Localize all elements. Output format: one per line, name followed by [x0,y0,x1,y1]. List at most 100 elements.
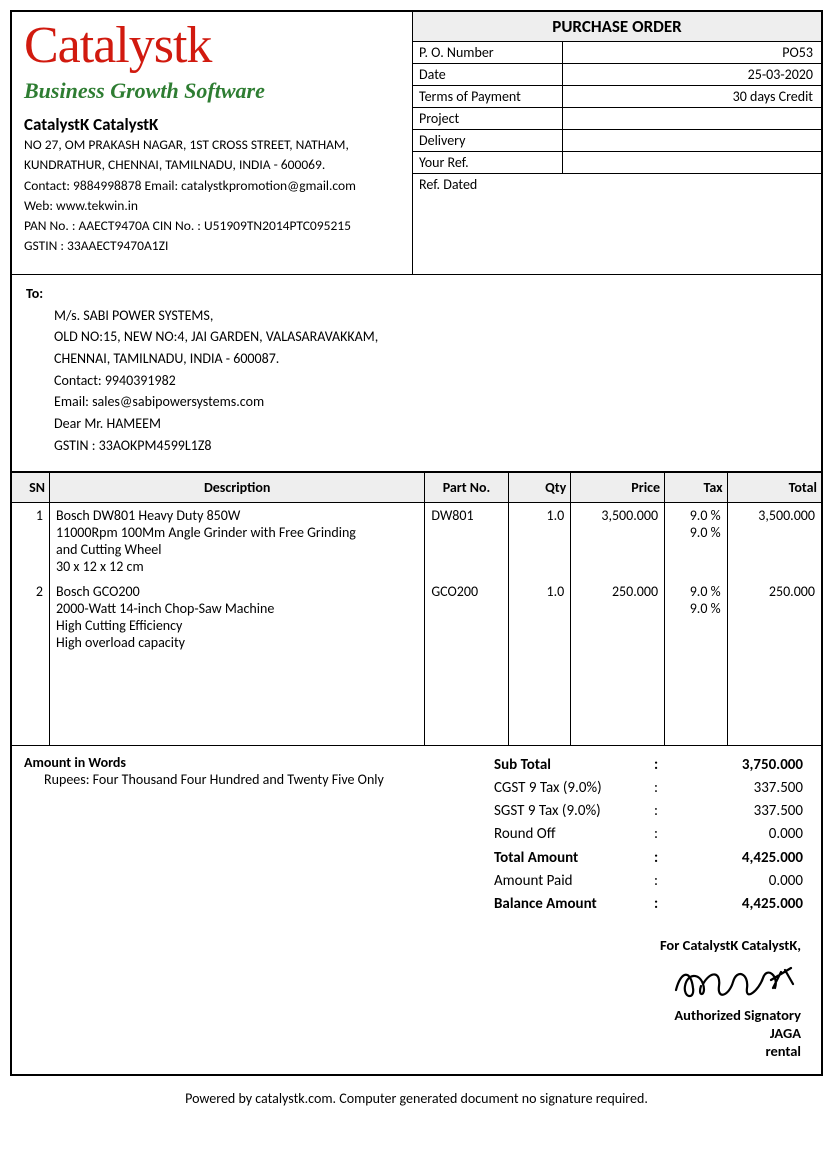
to-line: M/s. SABI POWER SYSTEMS, [54,305,807,327]
th-price: Price [571,472,665,502]
po-refdated: Ref. Dated [413,174,821,274]
th-qty: Qty [508,472,571,502]
company-address: NO 27, OM PRAKASH NAGAR, 1ST CROSS STREE… [24,135,400,257]
cell-price: 3,500.000 [571,502,665,579]
po-delivery-value [563,130,821,151]
sgst-label: SGST 9 Tax (9.0%) [494,800,654,823]
po-number-row: P. O. Number PO53 [413,42,821,64]
to-line: Dear Mr. HAMEEM [54,413,807,435]
to-section: To: M/s. SABI POWER SYSTEMS, OLD NO:15, … [12,275,821,471]
po-delivery-row: Delivery [413,130,821,152]
sign-for: For CatalystK CatalystK, [12,936,801,954]
footer-text: Powered by catalystk.com. Computer gener… [0,1086,833,1117]
cell-total: 250.000 [727,579,821,655]
logo-tagline: Business Growth Software [24,78,400,104]
sgst-row: SGST 9 Tax (9.0%) : 337.500 [494,800,809,823]
signature-section: For CatalystK CatalystK, Authorized Sign… [12,926,821,1074]
cell-sn: 1 [12,502,50,579]
amount-words-value: Rupees: Four Thousand Four Hundred and T… [24,771,494,788]
tax-line: 9.0 % [671,507,721,524]
cgst-value: 337.500 [674,777,809,800]
cell-total: 3,500.000 [727,502,821,579]
contact-line: Contact: 9884998878 Email: catalystkprom… [24,176,400,196]
balance-value: 4,425.000 [674,893,809,916]
po-title: PURCHASE ORDER [413,12,821,42]
signatory-role: rental [12,1042,801,1060]
roundoff-label: Round Off [494,823,654,846]
po-yourref-row: Your Ref. [413,152,821,174]
totals-section: Amount in Words Rupees: Four Thousand Fo… [12,745,821,927]
po-number-label: P. O. Number [413,42,563,63]
po-project-label: Project [413,108,563,129]
subtotal-label: Sub Total [494,754,654,777]
signatory-name: JAGA [12,1024,801,1042]
th-desc: Description [50,472,425,502]
po-yourref-label: Your Ref. [413,152,563,173]
desc-line: 2000-Watt 14-inch Chop-Saw Machine [56,600,418,617]
addr-line: KUNDRATHUR, CHENNAI, TAMILNADU, INDIA - … [24,155,400,175]
table-spacer-row [12,655,821,745]
cell-desc: Bosch GCO200 2000-Watt 14-inch Chop-Saw … [50,579,425,655]
items-table-wrapper: SN Description Part No. Qty Price Tax To… [12,471,821,745]
cell-price: 250.000 [571,579,665,655]
to-line: CHENNAI, TAMILNADU, INDIA - 600087. [54,348,807,370]
po-yourref-value [563,152,821,173]
cgst-row: CGST 9 Tax (9.0%) : 337.500 [494,777,809,800]
amountpaid-value: 0.000 [674,870,809,893]
cell-part: DW801 [425,502,508,579]
roundoff-value: 0.000 [674,823,809,846]
po-date-row: Date 25-03-2020 [413,64,821,86]
tax-line: 9.0 % [671,583,721,600]
table-row: 1 Bosch DW801 Heavy Duty 850W 11000Rpm 1… [12,502,821,579]
totals-block: Sub Total : 3,750.000 CGST 9 Tax (9.0%) … [494,754,809,917]
gstin-line: GSTIN : 33AAECT9470A1ZI [24,236,400,256]
items-table: SN Description Part No. Qty Price Tax To… [12,472,821,745]
totalamount-row: Total Amount : 4,425.000 [494,847,809,870]
tax-line: 9.0 % [671,524,721,541]
desc-line: 30 x 12 x 12 cm [56,558,418,575]
web-line: Web: www.tekwin.in [24,196,400,216]
balance-row: Balance Amount : 4,425.000 [494,893,809,916]
desc-line: Bosch DW801 Heavy Duty 850W [56,507,418,524]
desc-line: High overload capacity [56,634,418,651]
header-row: Catalystk Business Growth Software Catal… [12,12,821,275]
purchase-order-page: Catalystk Business Growth Software Catal… [10,10,823,1076]
company-name: CatalystK CatalystK [24,114,400,135]
amountpaid-label: Amount Paid [494,870,654,893]
to-line: GSTIN : 33AOKPM4599L1Z8 [54,435,807,457]
po-delivery-label: Delivery [413,130,563,151]
desc-line: 11000Rpm 100Mm Angle Grinder with Free G… [56,524,418,541]
po-project-value [563,108,821,129]
cell-desc: Bosch DW801 Heavy Duty 850W 11000Rpm 100… [50,502,425,579]
cell-part: GCO200 [425,579,508,655]
desc-line: Bosch GCO200 [56,583,418,600]
totalamount-value: 4,425.000 [674,847,809,870]
po-project-row: Project [413,108,821,130]
cell-qty: 1.0 [508,579,571,655]
po-payment-label: Terms of Payment [413,86,563,107]
to-line: OLD NO:15, NEW NO:4, JAI GARDEN, VALASAR… [54,326,807,348]
company-block: Catalystk Business Growth Software Catal… [12,12,412,274]
th-sn: SN [12,472,50,502]
roundoff-row: Round Off : 0.000 [494,823,809,846]
po-date-label: Date [413,64,563,85]
to-line: Email: sales@sabipowersystems.com [54,391,807,413]
cgst-label: CGST 9 Tax (9.0%) [494,777,654,800]
to-body: M/s. SABI POWER SYSTEMS, OLD NO:15, NEW … [26,305,807,457]
balance-label: Balance Amount [494,893,654,916]
desc-line: High Cutting Efficiency [56,617,418,634]
desc-line: and Cutting Wheel [56,541,418,558]
amount-in-words: Amount in Words Rupees: Four Thousand Fo… [24,754,494,917]
po-payment-row: Terms of Payment 30 days Credit [413,86,821,108]
logo-name: Catalystk [24,20,400,72]
th-total: Total [727,472,821,502]
amountpaid-row: Amount Paid : 0.000 [494,870,809,893]
signature-icon [671,960,801,1006]
table-row: 2 Bosch GCO200 2000-Watt 14-inch Chop-Sa… [12,579,821,655]
po-payment-value: 30 days Credit [563,86,821,107]
cell-sn: 2 [12,579,50,655]
po-number-value: PO53 [563,42,821,63]
subtotal-value: 3,750.000 [674,754,809,777]
cell-tax: 9.0 % 9.0 % [665,502,728,579]
sgst-value: 337.500 [674,800,809,823]
